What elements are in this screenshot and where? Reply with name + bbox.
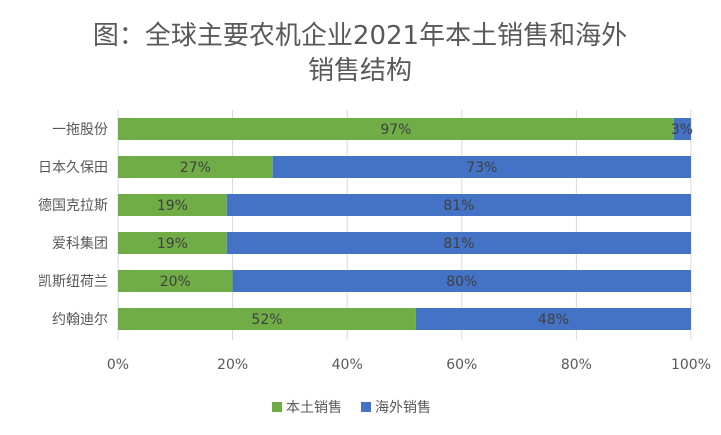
x-tick-label: 0% [107, 357, 129, 373]
data-label: 97% [380, 122, 411, 138]
bars: 97% 3% 27% 73% 19% 81% 19% 81% 20% 80% 52% 48% [118, 118, 693, 330]
data-label: 81% [443, 236, 474, 252]
legend-swatch-1 [361, 402, 371, 412]
x-tick-label: 60% [446, 357, 477, 373]
legend: 本土销售 海外销售 [272, 400, 431, 416]
gridlines [117, 110, 692, 340]
x-tick-label: 40% [332, 357, 363, 373]
data-label: 81% [443, 198, 474, 214]
bar-overseas-5 [415, 308, 691, 330]
bar-overseas-2 [226, 194, 691, 216]
category-label: 日本久保田 [38, 160, 108, 176]
data-label: 3% [671, 122, 693, 138]
legend-swatch-0 [272, 402, 282, 412]
bar-domestic-4 [118, 270, 233, 292]
category-label: 约翰迪尔 [52, 312, 108, 328]
bar-domestic-2 [118, 194, 227, 216]
chart-title-line1: 图：全球主要农机企业2021年本土销售和海外 [93, 21, 627, 51]
x-tick-label: 20% [217, 357, 248, 373]
legend-label-0: 本土销售 [286, 400, 342, 416]
data-label: 20% [160, 274, 191, 290]
x-tick-label: 100% [671, 357, 711, 373]
data-label: 73% [466, 160, 497, 176]
bar-overseas-3 [226, 232, 691, 254]
x-tick-label: 80% [561, 357, 592, 373]
category-label: 德国克拉斯 [38, 198, 108, 214]
data-label: 19% [157, 198, 188, 214]
data-label: 52% [251, 312, 282, 328]
category-label: 凯斯纽荷兰 [38, 274, 108, 290]
category-label: 爱科集团 [52, 235, 108, 252]
data-label: 48% [538, 312, 569, 328]
bar-overseas-4 [232, 270, 691, 292]
category-label: 一拖股份 [52, 122, 108, 138]
bar-overseas-0 [673, 118, 691, 140]
chart-title-line2: 销售结构 [308, 56, 412, 86]
bar-domestic-5 [118, 308, 416, 330]
data-label: 27% [180, 160, 211, 176]
bar-domestic-1 [118, 156, 273, 178]
bar-domestic-3 [118, 232, 227, 254]
data-label: 80% [446, 274, 477, 290]
legend-label-1: 海外销售 [375, 400, 431, 416]
x-tick-labels: 0% 20% 40% 60% 80% 100% [107, 357, 711, 373]
bar-domestic-0 [118, 118, 674, 140]
data-label: 19% [157, 236, 188, 252]
bar-overseas-1 [272, 156, 691, 178]
